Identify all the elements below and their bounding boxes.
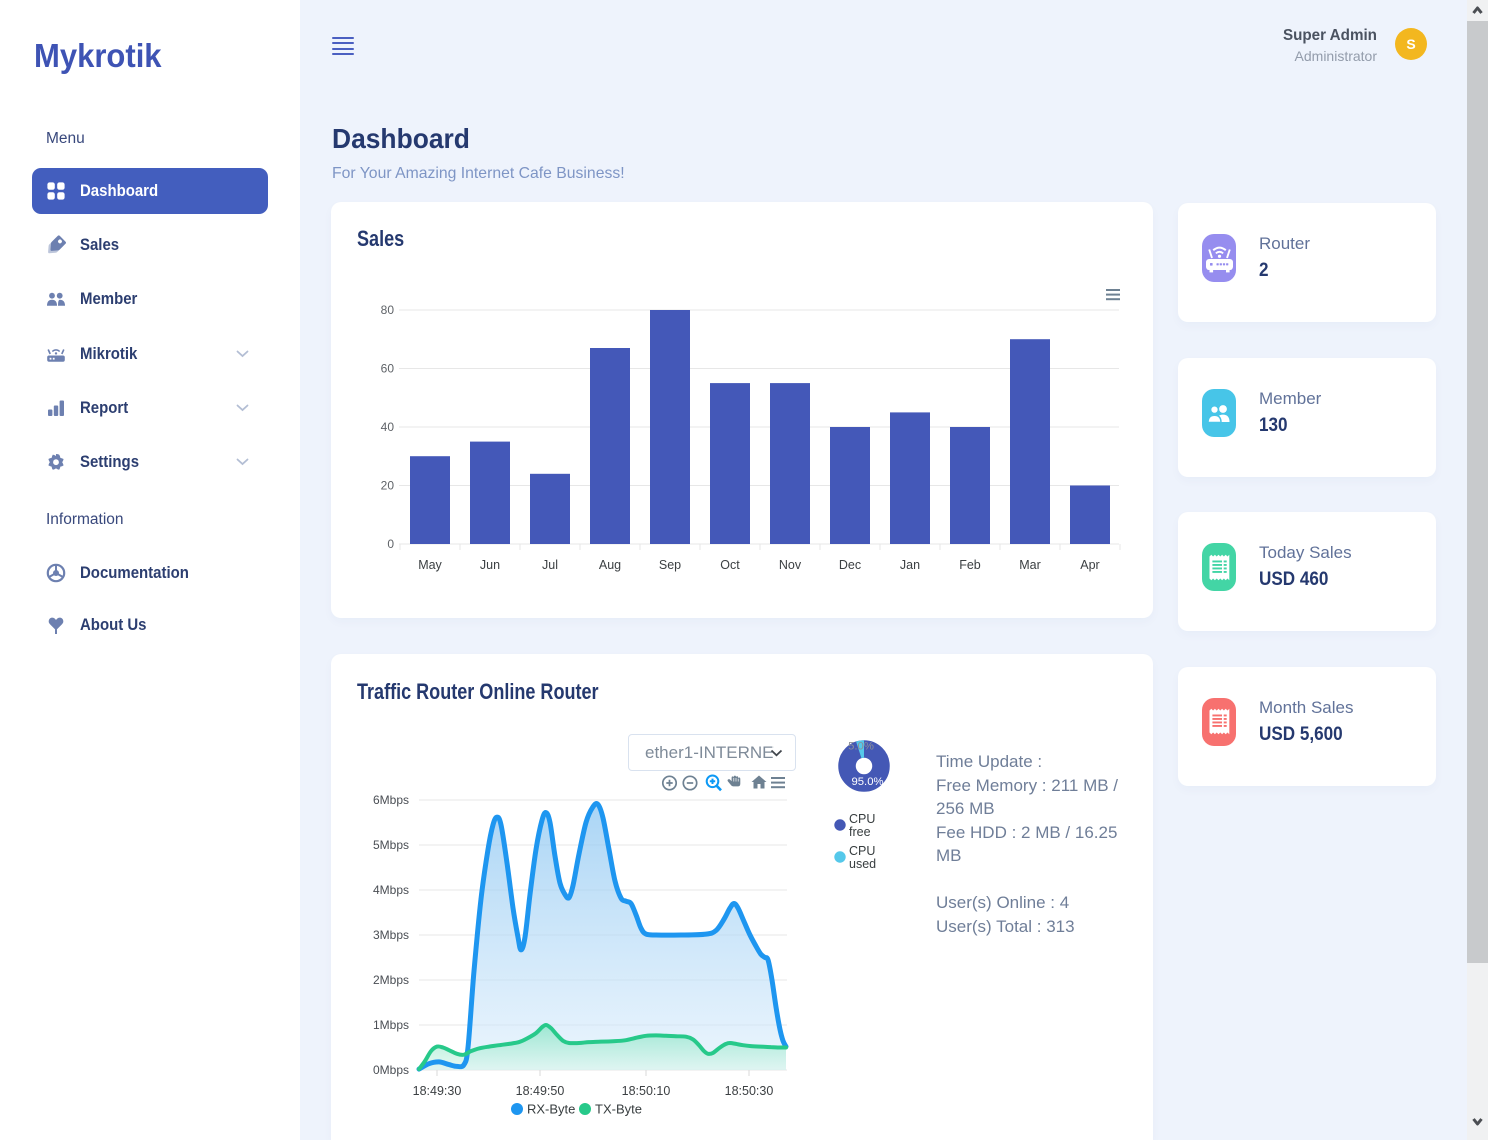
- svg-text:80: 80: [381, 303, 395, 317]
- svg-text:Mar: Mar: [1019, 558, 1041, 572]
- svg-text:Dec: Dec: [839, 558, 861, 572]
- svg-text:18:50:30: 18:50:30: [725, 1084, 774, 1098]
- svg-text:0Mbps: 0Mbps: [373, 1063, 409, 1077]
- svg-text:20: 20: [381, 479, 395, 493]
- svg-text:Feb: Feb: [959, 558, 981, 572]
- svg-text:free: free: [849, 825, 871, 839]
- svg-text:Apr: Apr: [1080, 558, 1099, 572]
- svg-text:CPU: CPU: [849, 844, 875, 858]
- svg-text:5.0%: 5.0%: [848, 741, 874, 753]
- svg-text:1Mbps: 1Mbps: [373, 1018, 409, 1032]
- svg-text:TX-Byte: TX-Byte: [595, 1102, 642, 1117]
- svg-text:40: 40: [381, 420, 395, 434]
- svg-text:Nov: Nov: [779, 558, 802, 572]
- svg-text:18:49:30: 18:49:30: [413, 1084, 462, 1098]
- svg-text:Oct: Oct: [720, 558, 740, 572]
- svg-text:RX-Byte: RX-Byte: [527, 1102, 575, 1117]
- svg-text:May: May: [418, 558, 442, 572]
- svg-text:18:49:50: 18:49:50: [516, 1084, 565, 1098]
- svg-text:6Mbps: 6Mbps: [373, 793, 409, 807]
- svg-text:CPU: CPU: [849, 812, 875, 826]
- svg-text:5Mbps: 5Mbps: [373, 838, 409, 852]
- svg-text:4Mbps: 4Mbps: [373, 883, 409, 897]
- svg-text:18:50:10: 18:50:10: [622, 1084, 671, 1098]
- svg-text:Jul: Jul: [542, 558, 558, 572]
- svg-text:3Mbps: 3Mbps: [373, 928, 409, 942]
- svg-text:Sep: Sep: [659, 558, 681, 572]
- svg-text:Aug: Aug: [599, 558, 621, 572]
- svg-text:2Mbps: 2Mbps: [373, 973, 409, 987]
- svg-text:60: 60: [381, 362, 395, 376]
- svg-text:Jan: Jan: [900, 558, 920, 572]
- svg-text:0: 0: [387, 537, 394, 551]
- svg-text:Jun: Jun: [480, 558, 500, 572]
- svg-text:used: used: [849, 857, 876, 871]
- svg-text:95.0%: 95.0%: [851, 776, 883, 788]
